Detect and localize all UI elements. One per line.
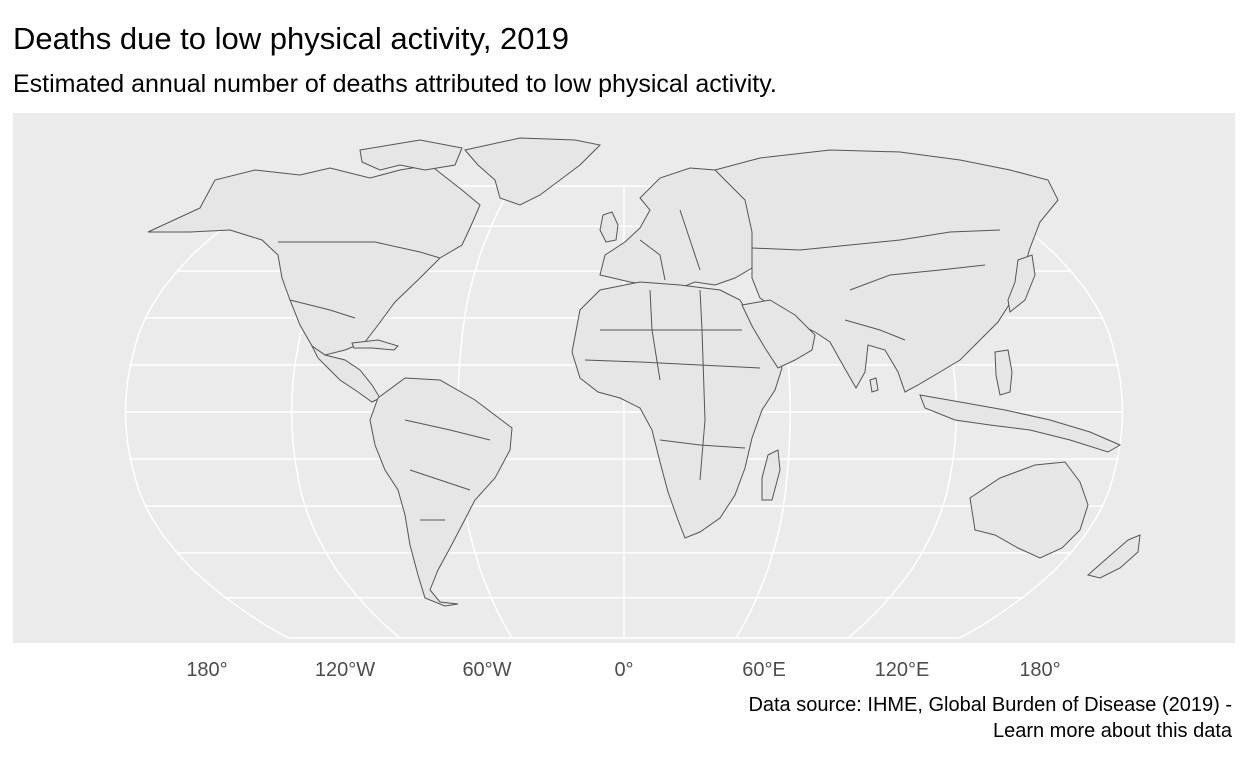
border-russia-south	[751, 229, 1001, 251]
x-axis-label-2: 60°W	[462, 659, 511, 681]
land-new-zealand	[1086, 534, 1141, 579]
caption-line-2[interactable]: Learn more about this data	[992, 720, 1232, 742]
border-india	[844, 319, 906, 341]
x-axis-label-6: 180°	[1019, 659, 1060, 681]
country-borders	[278, 209, 1001, 521]
land-africa	[571, 281, 783, 539]
x-axis-label-1: 120°W	[315, 659, 375, 681]
border-africa-vertical-2	[699, 289, 706, 481]
x-axis-label-3: 0°	[614, 659, 633, 681]
border-europe-1	[639, 239, 666, 281]
land-arabia	[741, 299, 816, 369]
x-axis-label-5: 120°E	[875, 659, 930, 681]
x-axis-label-0: 180°	[186, 659, 227, 681]
border-africa-south	[659, 439, 746, 449]
graticule-lon-180	[959, 185, 1124, 639]
border-europe-2	[679, 209, 701, 271]
land-indonesia	[919, 394, 1122, 453]
land-philippines	[994, 349, 1013, 396]
land-arctic-islands	[359, 139, 463, 171]
caption-line-1: Data source: IHME, Global Burden of Dise…	[748, 694, 1232, 716]
border-china	[849, 264, 986, 291]
land-britain	[599, 211, 619, 243]
land-japan	[1007, 254, 1036, 313]
border-us-mexico	[289, 299, 356, 319]
x-axis-label-4: 60°E	[742, 659, 786, 681]
land-layer	[147, 137, 1141, 607]
land-caribbean	[351, 339, 399, 351]
border-south-america-1	[404, 419, 491, 441]
border-africa-sahel	[584, 359, 761, 369]
data-source-caption: Data source: IHME, Global Burden of Dise…	[748, 692, 1232, 744]
chart-title: Deaths due to low physical activity, 201…	[13, 21, 570, 56]
land-madagascar	[761, 449, 781, 501]
border-africa-vertical-1	[649, 289, 661, 381]
border-south-america-2	[409, 469, 471, 491]
land-sri-lanka	[869, 377, 879, 393]
land-australia	[969, 461, 1089, 559]
land-greenland	[464, 137, 602, 206]
x-axis-labels: 180° 120°W 60°W 0° 60°E 120°E 180°	[186, 659, 1060, 681]
land-central-america	[311, 345, 381, 403]
chart-subtitle: Estimated annual number of deaths attrib…	[13, 70, 777, 98]
graticule-lon--180	[124, 185, 289, 639]
land-south-america	[369, 377, 513, 607]
border-us-canada	[278, 241, 441, 259]
land-north-america	[147, 164, 481, 356]
